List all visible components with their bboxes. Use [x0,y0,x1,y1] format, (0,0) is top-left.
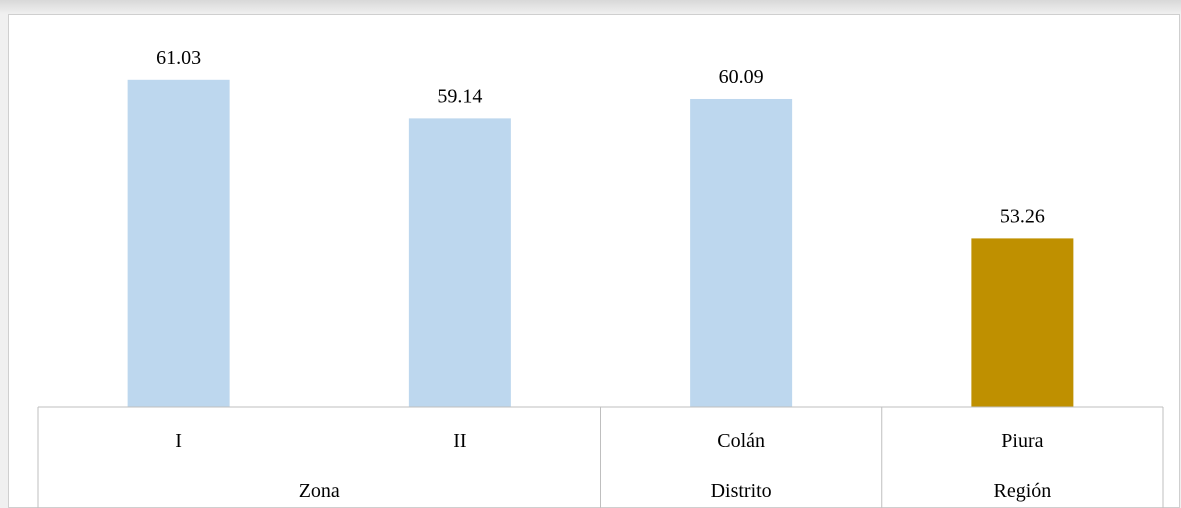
data-label-ii: 59.14 [437,85,482,107]
category-label-i: I [175,430,182,452]
group-label-distrito: Distrito [711,480,772,502]
category-label-piura: Piura [1001,430,1043,452]
data-label-i: 61.03 [156,47,201,69]
category-label-ii: II [453,430,466,452]
category-axis: I II Colán Piura Zona Distrito Región [37,406,1164,508]
category-label-colan: Colán [717,430,765,452]
group-label-zona: Zona [299,480,340,502]
data-label-colan: 60.09 [719,66,764,88]
axis-separators [37,407,1164,508]
bar-i [127,79,230,407]
bars-layer [127,79,1074,407]
category-labels: I II Colán Piura [175,430,1043,452]
bar-ii [408,118,511,407]
group-labels: Zona Distrito Región [299,480,1052,502]
data-labels-layer: 61.03 59.14 60.09 53.26 [156,47,1045,228]
data-label-piura: 53.26 [1000,205,1045,227]
bar-colan [690,98,793,407]
group-label-region: Región [993,480,1051,502]
bar-piura [971,238,1074,407]
